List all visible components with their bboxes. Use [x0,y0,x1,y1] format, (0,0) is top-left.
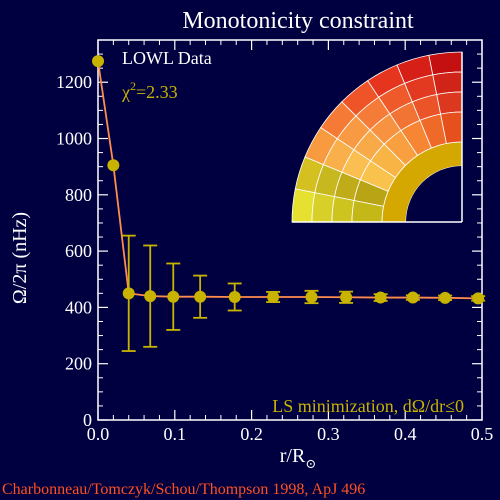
y-tick-label: 800 [65,185,92,205]
x-tick-label: 0.0 [87,424,110,444]
data-point [122,287,135,300]
y-tick-label: 0 [83,410,92,430]
method-label: LS minimization, dΩ/dr≤0 [272,396,464,416]
y-tick-label: 200 [65,354,92,374]
data-point [267,290,280,303]
inset-sector [311,192,335,223]
x-tick-label: 0.5 [471,424,494,444]
data-point [305,290,318,303]
data-point [406,291,419,304]
data-point [92,55,104,68]
plot-frame [97,39,483,421]
data-point [194,290,207,303]
data-point [439,291,452,304]
x-axis-label: r/R⊙ [280,445,316,471]
dataset-label: LOWL Data [122,48,212,68]
y-tick-label: 600 [65,241,92,261]
inset-sector [331,196,355,223]
inset-sector [291,188,316,223]
chi-squared-label: χ2=2.33 [121,79,178,102]
data-point [228,290,241,303]
inset-sector [432,71,463,95]
chart-title: Monotonicity constraint [182,8,414,34]
data-point [374,291,387,304]
inset-core-mask [406,166,462,222]
y-axis-label: Ω/2π (nHz) [9,212,31,304]
data-point [144,290,157,303]
y-tick-label: 400 [65,297,92,317]
x-tick-label: 0.3 [317,424,340,444]
data-point [107,159,120,172]
x-tick-label: 0.2 [240,424,263,444]
data-point [167,290,180,303]
x-tick-label: 0.1 [164,424,187,444]
y-tick-label: 1200 [56,72,92,92]
inset-sector [428,51,463,76]
y-tick-label: 1000 [56,129,92,149]
data-point [472,292,485,305]
inset-sector [436,91,463,115]
x-tick-label: 0.4 [394,424,417,444]
data-point [340,291,353,304]
credit-line: Charbonneau/Tomczyk/Schou/Thompson 1998,… [2,481,365,498]
solar-rotation-inset [291,51,463,223]
